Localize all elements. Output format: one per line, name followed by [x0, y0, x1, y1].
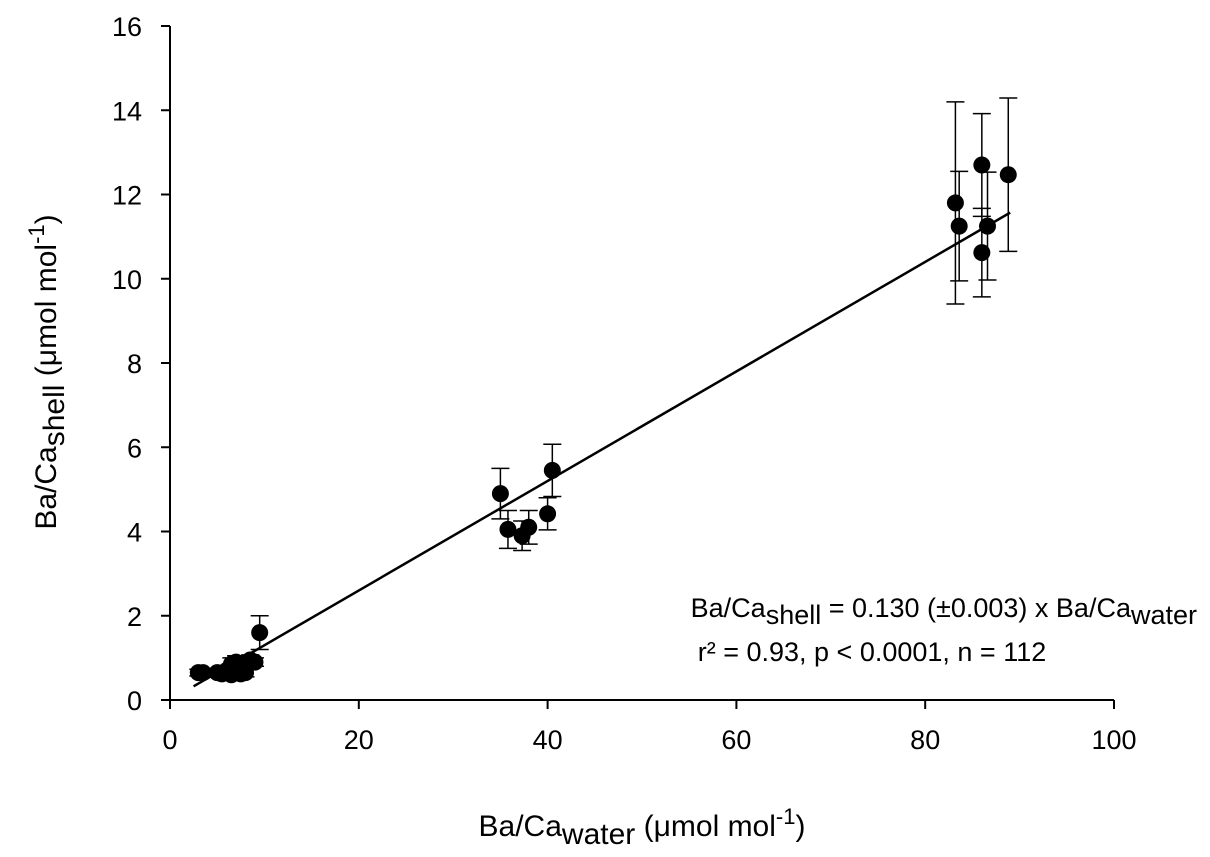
x-axis-title-unit: (μmol mol [635, 810, 776, 843]
x-axis-title-close: ) [795, 810, 805, 843]
equation-mid: = 0.130 (±0.003) x Ba/Ca [821, 593, 1132, 623]
regression-equation: Ba/Cashell = 0.130 (±0.003) x Ba/Cawater [691, 593, 1197, 630]
y-axis-title-exp: -1 [24, 224, 49, 244]
data-point [973, 156, 991, 174]
axes: 0 20 40 60 80 100 0 2 4 6 8 10 12 14 16 [112, 12, 1137, 755]
data-point [520, 518, 538, 536]
data-point [251, 624, 269, 642]
y-tick-label: 4 [127, 518, 142, 548]
regression-stats: r² = 0.93, p < 0.0001, n = 112 [698, 637, 1047, 667]
data-point [499, 520, 517, 538]
x-axis-title-main: Ba/Ca [479, 810, 563, 843]
y-axis-title-unit: (μmol mol [30, 244, 63, 385]
y-axis-title-sub: shell [38, 385, 71, 447]
equation-prefix: Ba/Ca [691, 593, 767, 623]
data-point [999, 166, 1017, 184]
x-tick-label: 80 [910, 725, 940, 755]
y-tick-label: 2 [127, 602, 142, 632]
y-axis-title-close: ) [30, 214, 63, 224]
data-point [194, 664, 212, 682]
y-tick-label: 8 [127, 349, 142, 379]
regression-line [192, 211, 1011, 688]
x-tick-label: 100 [1091, 725, 1136, 755]
data-point [539, 505, 557, 523]
data-point [950, 217, 968, 235]
x-axis-title-sub: water [561, 818, 635, 851]
data-point [543, 461, 561, 479]
data-point [946, 194, 964, 212]
equation-sub-water: water [1130, 600, 1197, 630]
x-tick-label: 20 [344, 725, 374, 755]
equation-sub-shell: shell [766, 600, 822, 630]
y-tick-label: 0 [127, 686, 142, 716]
y-tick-label: 10 [112, 265, 142, 295]
y-tick-label: 16 [112, 12, 142, 42]
y-tick-label: 6 [127, 433, 142, 463]
y-tick-label: 12 [112, 181, 142, 211]
data-point [246, 653, 264, 671]
x-tick-label: 40 [533, 725, 563, 755]
y-axis-title: Ba/Cashell (μmol mol-1) [24, 214, 71, 529]
x-tick-label: 60 [721, 725, 751, 755]
data-point [973, 244, 991, 262]
regression-line-group [192, 211, 1011, 688]
y-tick-label: 14 [112, 96, 142, 126]
data-point [979, 217, 997, 235]
x-axis-title: Ba/Cawater (μmol mol-1) [479, 804, 806, 851]
data-point [491, 485, 509, 503]
y-axis-title-main: Ba/Ca [30, 446, 63, 530]
x-tick-label: 0 [162, 725, 177, 755]
x-axis-title-exp: -1 [776, 804, 796, 829]
data-points [189, 156, 1017, 684]
